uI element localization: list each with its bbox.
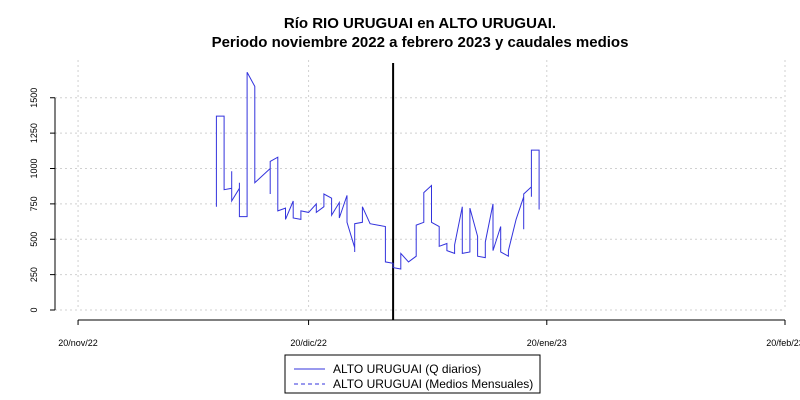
y-tick-label: 1500 [29, 88, 39, 108]
legend-label-0: ALTO URUGUAI (Q diarios) [333, 362, 481, 376]
chart-title-line1: Río RIO URUGUAI en ALTO URUGUAI. [284, 15, 556, 32]
y-tick-label: 1250 [29, 123, 39, 143]
y-tick-label: 1000 [29, 158, 39, 178]
y-tick-label: 250 [29, 267, 39, 282]
axes: 0 250 500 750 1000 1250 1500 20/nov/22 20/dic/22… [29, 88, 800, 348]
legend-label-1: ALTO URUGUAI (Medios Mensuales) [333, 377, 533, 391]
x-tick-label: 20/dic/22 [290, 338, 327, 348]
x-tick-label: 20/nov/22 [58, 338, 98, 348]
y-tick-label: 0 [29, 307, 39, 312]
y-tick-label: 750 [29, 196, 39, 211]
y-tick-label: 500 [29, 232, 39, 247]
series-lines [215, 72, 540, 270]
legend-box [284, 354, 541, 394]
x-tick-label: 20/feb/23 [766, 338, 800, 348]
grid-lines [55, 60, 786, 311]
chart-title-line2: Periodo noviembre 2022 a febrero 2023 y … [212, 34, 629, 51]
legend: ALTO URUGUAI (Q diarios)ALTO URUGUAI (Me… [284, 354, 541, 394]
series-line-0 [215, 72, 540, 270]
x-tick-label: 20/ene/23 [527, 338, 567, 348]
